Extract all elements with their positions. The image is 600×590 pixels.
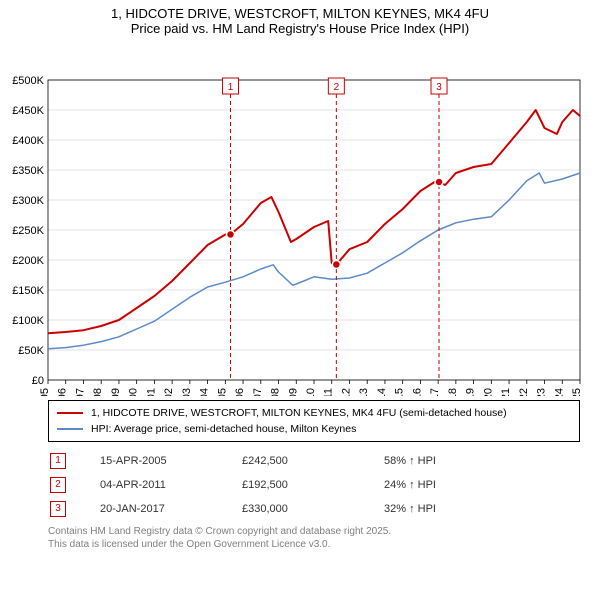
svg-text:3: 3 [436, 82, 442, 93]
svg-text:2020: 2020 [482, 388, 494, 396]
svg-text:2010: 2010 [305, 388, 317, 396]
table-row: 2 04-APR-2011 £192,500 24% ↑ HPI [50, 474, 436, 496]
svg-text:£200K: £200K [12, 255, 44, 267]
legend-swatch-hpi [57, 428, 83, 430]
svg-text:2000: 2000 [128, 388, 140, 396]
legend-label-price: 1, HIDCOTE DRIVE, WESTCROFT, MILTON KEYN… [91, 407, 507, 419]
svg-text:£150K: £150K [12, 285, 44, 297]
svg-text:1999: 1999 [110, 388, 122, 396]
legend-item-price: 1, HIDCOTE DRIVE, WESTCROFT, MILTON KEYN… [57, 405, 571, 421]
svg-text:£100K: £100K [12, 315, 44, 327]
sale-price-3: £330,000 [242, 498, 382, 520]
svg-text:£450K: £450K [12, 105, 44, 117]
svg-text:2012: 2012 [340, 388, 352, 396]
svg-text:2019: 2019 [465, 388, 477, 396]
title-subtitle: Price paid vs. HM Land Registry's House … [0, 21, 600, 36]
svg-text:2014: 2014 [376, 388, 388, 396]
svg-text:£0: £0 [32, 375, 44, 387]
svg-text:£350K: £350K [12, 165, 44, 177]
sale-date-1: 15-APR-2005 [100, 450, 240, 472]
sale-badge-2: 2 [50, 477, 66, 493]
svg-text:1996: 1996 [57, 388, 69, 396]
legend-label-hpi: HPI: Average price, semi-detached house,… [91, 423, 356, 435]
svg-text:2022: 2022 [518, 388, 530, 396]
footer-line1: Contains HM Land Registry data © Crown c… [48, 526, 580, 539]
legend-swatch-price [57, 412, 83, 414]
sale-delta-2: 24% ↑ HPI [384, 474, 436, 496]
sale-date-2: 04-APR-2011 [100, 474, 240, 496]
svg-text:2023: 2023 [536, 388, 548, 396]
table-row: 3 20-JAN-2017 £330,000 32% ↑ HPI [50, 498, 436, 520]
svg-text:2018: 2018 [447, 388, 459, 396]
sale-delta-3: 32% ↑ HPI [384, 498, 436, 520]
title-block: 1, HIDCOTE DRIVE, WESTCROFT, MILTON KEYN… [0, 0, 600, 36]
svg-text:2013: 2013 [358, 388, 370, 396]
sale-date-3: 20-JAN-2017 [100, 498, 240, 520]
svg-text:2009: 2009 [287, 388, 299, 396]
legend-item-hpi: HPI: Average price, semi-detached house,… [57, 421, 571, 437]
svg-text:2025: 2025 [571, 388, 583, 396]
sale-badge-1: 1 [50, 453, 66, 469]
sales-table: 1 15-APR-2005 £242,500 58% ↑ HPI 2 04-AP… [48, 448, 438, 522]
sale-price-1: £242,500 [242, 450, 382, 472]
svg-text:1995: 1995 [39, 388, 51, 396]
svg-text:2016: 2016 [411, 388, 423, 396]
svg-text:2024: 2024 [553, 388, 565, 396]
svg-text:2006: 2006 [234, 388, 246, 396]
svg-text:£400K: £400K [12, 135, 44, 147]
footer-note: Contains HM Land Registry data © Crown c… [48, 526, 580, 551]
table-row: 1 15-APR-2005 £242,500 58% ↑ HPI [50, 450, 436, 472]
chart-container: 1, HIDCOTE DRIVE, WESTCROFT, MILTON KEYN… [0, 0, 600, 590]
svg-text:2002: 2002 [163, 388, 175, 396]
title-address: 1, HIDCOTE DRIVE, WESTCROFT, MILTON KEYN… [0, 6, 600, 21]
chart-svg: £0 £50K £100K £150K £200K £250K £300K £350K £400… [0, 36, 600, 396]
svg-text:1998: 1998 [92, 388, 104, 396]
sale-delta-1: 58% ↑ HPI [384, 450, 436, 472]
sale-badge-3: 3 [50, 501, 66, 517]
footer-line2: This data is licensed under the Open Gov… [48, 539, 580, 552]
legend-box: 1, HIDCOTE DRIVE, WESTCROFT, MILTON KEYN… [48, 400, 580, 442]
svg-text:2004: 2004 [199, 388, 211, 396]
svg-text:2007: 2007 [252, 388, 264, 396]
svg-text:£250K: £250K [12, 225, 44, 237]
svg-text:2011: 2011 [323, 388, 335, 396]
svg-text:£500K: £500K [12, 75, 44, 87]
svg-text:2021: 2021 [500, 388, 512, 396]
svg-text:£50K: £50K [18, 345, 44, 357]
svg-text:£300K: £300K [12, 195, 44, 207]
svg-text:1997: 1997 [74, 388, 86, 396]
svg-text:2015: 2015 [394, 388, 406, 396]
svg-text:2005: 2005 [216, 388, 228, 396]
svg-text:2008: 2008 [270, 388, 282, 396]
svg-text:2001: 2001 [145, 388, 157, 396]
svg-text:2: 2 [334, 82, 340, 93]
svg-text:2003: 2003 [181, 388, 193, 396]
svg-text:1: 1 [228, 82, 234, 93]
svg-text:2017: 2017 [429, 388, 441, 396]
sale-price-2: £192,500 [242, 474, 382, 496]
